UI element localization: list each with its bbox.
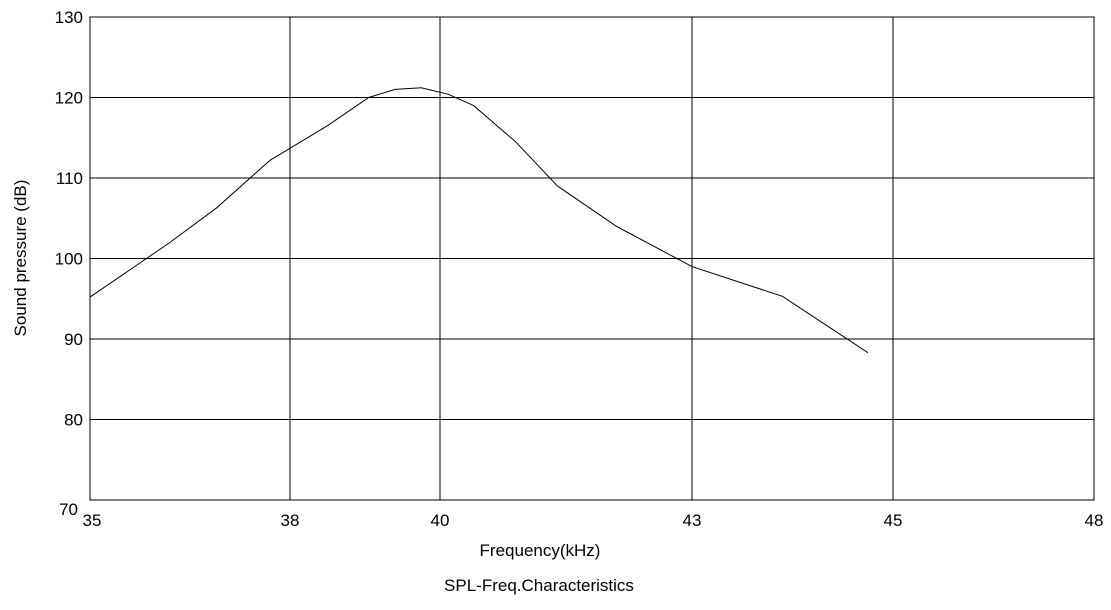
y-tick-label: 70 <box>59 500 78 519</box>
y-tick-labels: 70 80 90 100 110 120 130 <box>55 8 83 519</box>
grid <box>90 17 1094 500</box>
x-tick-labels: 35 38 40 43 45 48 <box>83 511 1104 530</box>
x-axis-label: Frequency(kHz) <box>480 541 601 560</box>
chart-title: SPL-Freq.Characteristics <box>444 576 634 595</box>
series-line <box>89 87 869 354</box>
series-layer <box>89 87 869 354</box>
x-tick-label: 43 <box>683 511 702 530</box>
y-tick-label: 130 <box>55 8 83 27</box>
y-tick-label: 120 <box>55 89 83 108</box>
x-tick-label: 35 <box>83 511 102 530</box>
plot-frame <box>89 16 1095 501</box>
x-tick-label: 45 <box>884 511 903 530</box>
x-tick-label: 48 <box>1085 511 1104 530</box>
y-tick-label: 100 <box>55 250 83 269</box>
x-tick-label: 40 <box>431 511 450 530</box>
y-axis-label: Sound pressure (dB) <box>11 180 30 337</box>
y-tick-label: 110 <box>56 169 83 188</box>
x-tick-label: 38 <box>281 511 300 530</box>
y-tick-label: 80 <box>64 411 83 430</box>
y-tick-label: 90 <box>64 330 83 349</box>
